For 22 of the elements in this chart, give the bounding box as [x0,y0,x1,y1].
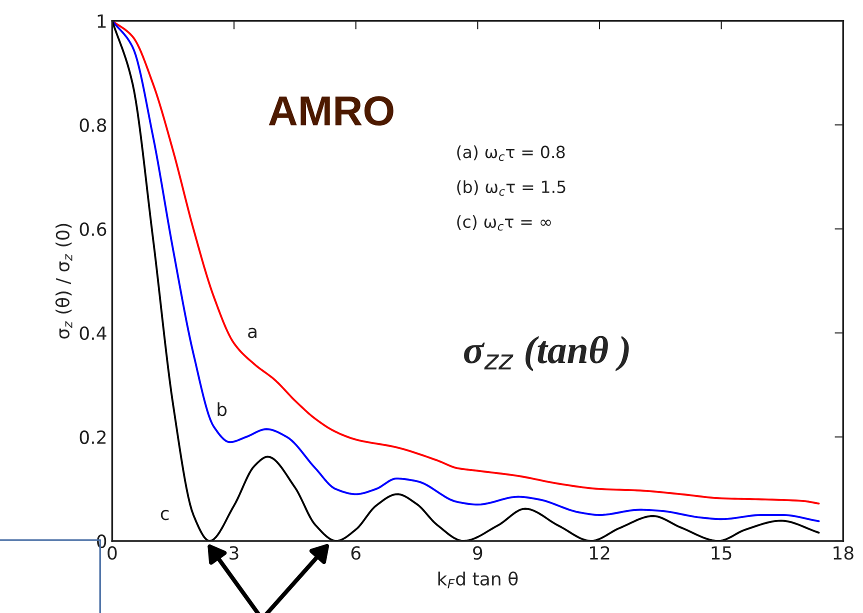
x-axis-title: k$_{F}$d tan θ [438,571,518,588]
x-tick-label: 9 [473,546,482,560]
series-label: a [248,328,256,338]
x-tick-label: 6 [351,546,360,560]
x-tick-label: 12 [590,546,610,560]
series-label: b [218,402,227,416]
x-tick-label: 3 [230,546,238,560]
y-tick-label: 0.4 [80,326,106,340]
x-tick-label: 18 [834,546,854,560]
series-label: c [160,510,169,520]
y-tick-label: 0.2 [80,430,106,444]
y-tick-label: 0.8 [80,118,106,132]
annotation: AMRO [268,96,394,126]
y-tick-label: 0.6 [80,222,106,236]
x-tick-label: 15 [712,546,732,560]
annotation: (a) ω$_{c}$τ = 0.8 [457,145,565,161]
annotation: (c) ω$_{c}$τ = ∞ [457,215,551,231]
x-tick-label: 0 [108,546,117,560]
annotation: (b) ω$_{c}$τ = 1.5 [457,180,566,196]
annotation: σ$_{zz}$ (tanθ ) [464,336,629,372]
y-tick-label: 1 [98,14,106,28]
y-axis-title: σ$_{z}$ (θ) / σ$_{z}$ (0) [55,224,72,339]
